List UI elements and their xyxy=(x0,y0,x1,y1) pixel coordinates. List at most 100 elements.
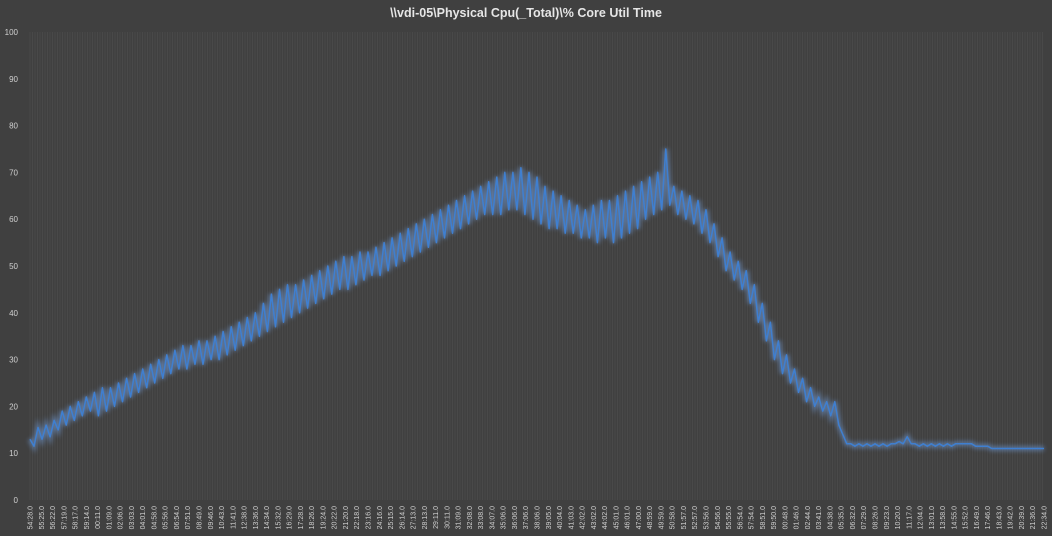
y-tick-label: 20 xyxy=(9,402,18,411)
x-tick-label: 27:13.0 xyxy=(411,506,418,529)
x-tick-label: 29:11.0 xyxy=(433,506,440,529)
x-tick-label: 01:46.0 xyxy=(794,506,801,529)
x-tick-label: 54:28.0 xyxy=(28,506,35,529)
x-tick-label: 03:03.0 xyxy=(129,506,136,529)
x-tick-label: 21:36.0 xyxy=(1030,506,1037,529)
series-line xyxy=(29,148,1044,450)
x-tick-label: 13:01.0 xyxy=(929,506,936,529)
y-tick-label: 70 xyxy=(9,168,18,177)
x-tick-label: 57:19.0 xyxy=(61,506,68,529)
x-tick-label: 17:28.0 xyxy=(298,506,305,529)
x-tick-label: 55:55.0 xyxy=(726,506,733,529)
x-tick-label: 22:34.0 xyxy=(1042,506,1049,529)
x-tick-label: 47:00.0 xyxy=(636,506,643,529)
y-tick-label: 30 xyxy=(9,356,18,365)
x-tick-label: 13:58.0 xyxy=(940,506,947,529)
x-tick-label: 06:54.0 xyxy=(174,506,181,529)
x-tick-label: 55:25.0 xyxy=(39,506,46,529)
x-tick-label: 04:01.0 xyxy=(140,506,147,529)
x-tick-label: 00:48.0 xyxy=(782,506,789,529)
x-tick-label: 18:43.0 xyxy=(996,506,1003,529)
y-tick-label: 60 xyxy=(9,215,18,224)
gridlines xyxy=(29,32,1043,500)
x-tick-label: 59:14.0 xyxy=(84,506,91,529)
x-tick-label: 08:26.0 xyxy=(873,506,880,529)
x-tick-label: 49:59.0 xyxy=(658,506,665,529)
x-tick-label: 19:42.0 xyxy=(1008,506,1015,529)
x-tick-label: 14:34.0 xyxy=(264,506,271,529)
x-tick-label: 36:06.0 xyxy=(512,506,519,529)
x-tick-label: 16:49.0 xyxy=(974,506,981,529)
y-tick-label: 80 xyxy=(9,122,18,131)
x-tick-label: 11:41.0 xyxy=(230,506,237,529)
x-tick-label: 10:20.0 xyxy=(895,506,902,529)
x-tick-label: 16:29.0 xyxy=(287,506,294,529)
x-tick-label: 57:54.0 xyxy=(749,506,756,529)
x-tick-label: 11:17.0 xyxy=(906,506,913,529)
x-tick-label: 04:58.0 xyxy=(151,506,158,529)
x-tick-label: 56:54.0 xyxy=(737,506,744,529)
y-tick-label: 50 xyxy=(9,262,18,271)
series-group xyxy=(27,148,1044,454)
x-tick-label: 09:23.0 xyxy=(884,506,891,529)
x-tick-label: 04:38.0 xyxy=(827,506,834,529)
x-tick-label: 44:02.0 xyxy=(602,506,609,529)
x-tick-label: 43:02.0 xyxy=(591,506,598,529)
x-tick-label: 53:56.0 xyxy=(704,506,711,529)
x-tick-label: 13:36.0 xyxy=(253,506,260,529)
x-tick-label: 18:26.0 xyxy=(309,506,316,529)
x-tick-label: 07:29.0 xyxy=(861,506,868,529)
x-tick-label: 07:51.0 xyxy=(185,506,192,529)
x-tick-label: 01:09.0 xyxy=(106,506,113,529)
x-tick-label: 40:04.0 xyxy=(557,506,564,529)
x-tick-label: 52:57.0 xyxy=(692,506,699,529)
x-tick-label: 20:39.0 xyxy=(1019,506,1026,529)
x-tick-label: 03:41.0 xyxy=(816,506,823,529)
x-tick-label: 34:07.0 xyxy=(489,506,496,529)
x-tick-label: 22:18.0 xyxy=(354,506,361,529)
x-tick-label: 46:01.0 xyxy=(625,506,632,529)
x-tick-label: 56:22.0 xyxy=(50,506,57,529)
x-tick-label: 24:16.0 xyxy=(377,506,384,529)
x-tick-label: 12:38.0 xyxy=(242,506,249,529)
x-tick-label: 26:14.0 xyxy=(399,506,406,529)
y-axis: 0 10 20 30 40 50 60 70 80 90 100 xyxy=(5,28,19,505)
x-tick-label: 21:20.0 xyxy=(343,506,350,529)
x-tick-label: 41:03.0 xyxy=(568,506,575,529)
x-tick-label: 15:32.0 xyxy=(275,506,282,529)
x-tick-label: 23:16.0 xyxy=(366,506,373,529)
x-tick-label: 14:55.0 xyxy=(951,506,958,529)
x-tick-label: 05:35.0 xyxy=(839,506,846,529)
x-tick-label: 02:44.0 xyxy=(805,506,812,529)
x-tick-label: 30:11.0 xyxy=(444,506,451,529)
x-tick-label: 10:43.0 xyxy=(219,506,226,529)
x-tick-label: 28:13.0 xyxy=(422,506,429,529)
x-tick-label: 33:08.0 xyxy=(478,506,485,529)
x-tick-label: 09:46.0 xyxy=(208,506,215,529)
x-axis: 54:28.0 55:25.0 56:22.0 57:19.0 58:17.0 59:14… xyxy=(28,506,1049,529)
y-tick-label: 100 xyxy=(5,28,19,37)
x-tick-label: 58:51.0 xyxy=(760,506,767,529)
x-tick-label: 58:17.0 xyxy=(73,506,80,529)
x-tick-label: 06:32.0 xyxy=(850,506,857,529)
x-tick-label: 35:06.0 xyxy=(501,506,508,529)
x-tick-label: 48:59.0 xyxy=(647,506,654,529)
x-tick-label: 17:46.0 xyxy=(985,506,992,529)
x-tick-label: 37:06.0 xyxy=(523,506,530,529)
x-tick-label: 51:57.0 xyxy=(681,506,688,529)
x-tick-label: 20:22.0 xyxy=(332,506,339,529)
x-tick-label: 12:04.0 xyxy=(918,506,925,529)
x-tick-label: 39:05.0 xyxy=(546,506,553,529)
y-tick-label: 10 xyxy=(9,449,18,458)
chart-title: \\vdi-05\Physical Cpu(_Total)\% Core Uti… xyxy=(390,6,662,20)
x-tick-label: 38:06.0 xyxy=(535,506,542,529)
x-tick-label: 50:58.0 xyxy=(670,506,677,529)
x-tick-label: 25:15.0 xyxy=(388,506,395,529)
y-tick-label: 40 xyxy=(9,309,18,318)
x-tick-label: 45:01.0 xyxy=(613,506,620,529)
x-tick-label: 31:09.0 xyxy=(456,506,463,529)
y-tick-label: 90 xyxy=(9,75,18,84)
x-tick-label: 54:56.0 xyxy=(715,506,722,529)
x-tick-label: 42:02.0 xyxy=(580,506,587,529)
